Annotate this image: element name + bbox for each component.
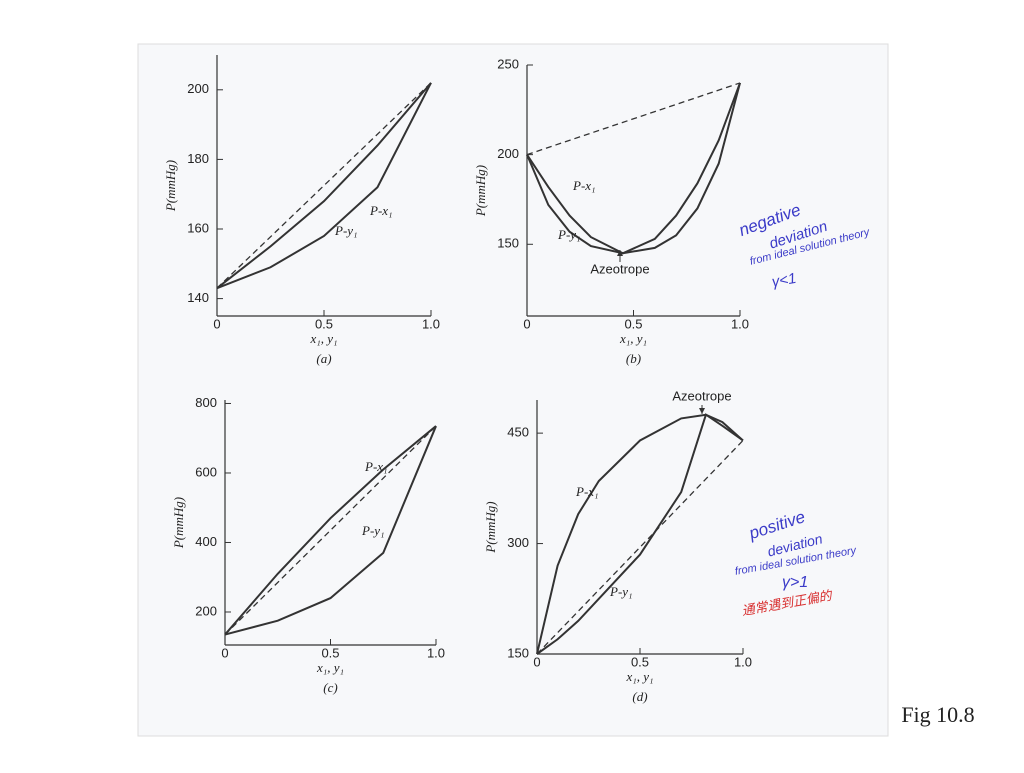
curve <box>536 413 744 655</box>
curve-label: P-x₁ <box>572 178 596 193</box>
caption: (c) <box>323 680 337 695</box>
caption: (b) <box>626 351 641 366</box>
x-tick-label: 1.0 <box>734 654 752 669</box>
y-tick-label: 200 <box>187 81 209 96</box>
caption: (d) <box>632 689 647 704</box>
curve-label: P-x₁ <box>575 484 599 499</box>
curve-label: P-x₁ <box>369 203 393 218</box>
curve-label: P-y₁ <box>609 584 633 599</box>
y-tick-label: 200 <box>497 146 519 161</box>
curve <box>216 82 432 289</box>
y-tick-label: 450 <box>507 425 529 440</box>
curve-label: P-x₁ <box>364 459 388 474</box>
curve <box>526 82 741 255</box>
caption: (a) <box>316 351 331 366</box>
x-axis-label: x₁, y₁ <box>619 331 647 346</box>
y-tick-label: 800 <box>195 395 217 410</box>
curve <box>224 425 437 636</box>
x-tick-label: 0 <box>213 316 220 331</box>
curve <box>526 82 741 255</box>
annotation: Azeotrope <box>672 388 731 403</box>
y-tick-label: 160 <box>187 220 209 235</box>
y-tick-label: 140 <box>187 290 209 305</box>
x-tick-label: 0 <box>221 645 228 660</box>
y-tick-label: 600 <box>195 464 217 479</box>
y-tick-label: 150 <box>497 236 519 251</box>
x-tick-label: 1.0 <box>427 645 445 660</box>
y-tick-label: 300 <box>507 535 529 550</box>
arrow-head <box>699 408 705 414</box>
x-tick-label: 1.0 <box>731 316 749 331</box>
figure-label: Fig 10.8 <box>901 702 974 727</box>
x-tick-label: 0 <box>523 316 530 331</box>
curve <box>216 82 432 290</box>
y-axis-label: P(mmHg) <box>171 497 186 549</box>
x-tick-label: 0.5 <box>321 645 339 660</box>
y-tick-label: 400 <box>195 534 217 549</box>
x-tick-label: 0 <box>533 654 540 669</box>
curve <box>224 425 437 636</box>
handwritten-note: γ<1 <box>770 270 797 291</box>
y-tick-label: 150 <box>507 645 529 660</box>
x-tick-label: 0.5 <box>315 316 333 331</box>
x-tick-label: 0.5 <box>624 316 642 331</box>
ideal-line <box>526 82 741 156</box>
y-axis-label: P(mmHg) <box>473 165 488 217</box>
x-tick-label: 1.0 <box>422 316 440 331</box>
x-axis-label: x₁, y₁ <box>309 331 337 346</box>
y-tick-label: 200 <box>195 603 217 618</box>
curve <box>536 413 744 655</box>
x-axis-label: x₁, y₁ <box>625 669 653 684</box>
x-tick-label: 0.5 <box>631 654 649 669</box>
y-tick-label: 250 <box>497 56 519 71</box>
curve-label: P-y₁ <box>334 223 358 238</box>
arrow-head <box>617 250 623 256</box>
y-axis-label: P(mmHg) <box>483 501 498 553</box>
y-tick-label: 180 <box>187 151 209 166</box>
x-axis-label: x₁, y₁ <box>316 660 344 675</box>
annotation: Azeotrope <box>590 261 649 276</box>
y-axis-label: P(mmHg) <box>163 160 178 212</box>
scan-background <box>137 43 889 737</box>
curve-label: P-y₁ <box>361 523 385 538</box>
handwritten-note: γ>1 <box>782 574 808 591</box>
curve-label: P-y₁ <box>557 227 581 242</box>
